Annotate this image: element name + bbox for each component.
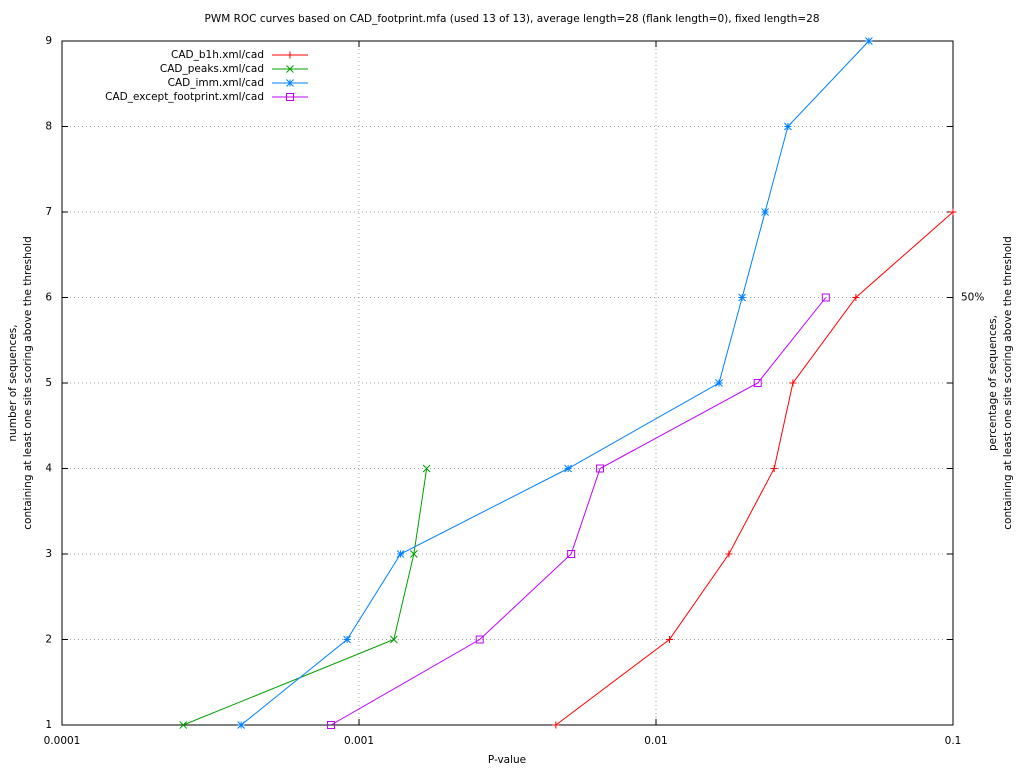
legend-marker	[286, 51, 294, 59]
legend-label: CAD_b1h.xml/cad	[171, 49, 264, 61]
series-line	[330, 297, 827, 726]
point	[715, 379, 723, 387]
point	[852, 294, 860, 301]
legend-marker	[286, 79, 294, 87]
point	[343, 635, 351, 644]
legend-label: CAD_imm.xml/cad	[168, 77, 264, 89]
point	[725, 550, 733, 558]
y-tick-label: 2	[45, 634, 52, 646]
point	[564, 464, 572, 473]
point	[761, 208, 769, 216]
y-tick-label: 1	[45, 719, 52, 731]
point	[821, 293, 830, 302]
point	[179, 721, 188, 729]
point	[665, 636, 673, 643]
y-axis-label: number of sequences, containing at least…	[7, 236, 34, 529]
point	[949, 208, 957, 216]
y-tick-label: 3	[45, 548, 52, 560]
legend: CAD_b1h.xml/cad CAD_peaks.xml/cad CAD_imm.…	[105, 49, 308, 103]
y-tick-label: 4	[45, 463, 52, 475]
x-tick-label: 0.0001	[44, 735, 81, 747]
y2-axis-label: percentage of sequences, containing at l…	[987, 236, 1014, 529]
point	[475, 635, 484, 644]
x-tick-label: 0.01	[644, 735, 667, 747]
point	[865, 37, 873, 45]
y-tick-label: 9	[45, 35, 52, 47]
point	[389, 635, 398, 644]
x-axis-label: P-value	[488, 754, 526, 766]
y-tick-label: 7	[45, 206, 52, 218]
point	[422, 464, 431, 473]
point	[784, 122, 792, 131]
y2-axis-label-line: containing at least one site scoring abo…	[1002, 236, 1014, 529]
point	[567, 550, 576, 558]
legend-marker	[286, 65, 294, 73]
y-tick-label: 6	[45, 292, 52, 304]
y-axis-label-line: containing at least one site scoring abo…	[22, 236, 34, 529]
y-tick-label: 8	[45, 121, 52, 133]
legend-label: CAD_peaks.xml/cad	[160, 63, 264, 75]
plot-frame	[61, 40, 954, 726]
x-tick-label: 0.001	[344, 735, 374, 747]
point	[738, 293, 746, 302]
x-tick-label: 0.1	[945, 735, 962, 747]
legend-marker	[286, 93, 294, 101]
point	[753, 379, 762, 387]
y-tick-label: 5	[45, 377, 52, 389]
point	[770, 465, 778, 472]
point	[327, 721, 336, 729]
point	[552, 721, 560, 729]
series-line	[183, 468, 428, 726]
point	[396, 550, 405, 558]
point	[789, 379, 797, 387]
point	[409, 550, 418, 558]
point	[237, 721, 245, 729]
y-axis-label-line: number of sequences,	[7, 324, 19, 441]
y2-tick-label: 50%	[961, 292, 984, 304]
legend-label: CAD_except_footprint.xml/cad	[105, 91, 264, 103]
y2-axis-label-line: percentage of sequences,	[987, 315, 999, 451]
chart-title: PWM ROC curves based on CAD_footprint.mf…	[204, 13, 819, 25]
point	[596, 464, 605, 473]
